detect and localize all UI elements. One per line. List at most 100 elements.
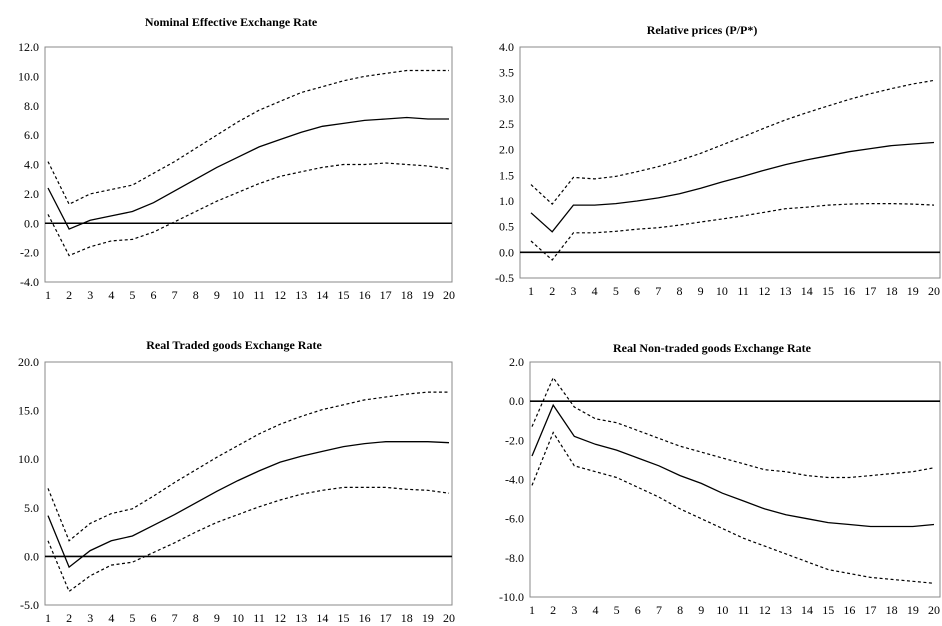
x-tick-label: 12 bbox=[274, 288, 286, 302]
x-tick-label: 4 bbox=[108, 288, 114, 302]
x-tick-label: 19 bbox=[422, 611, 434, 625]
x-tick-label: 2 bbox=[66, 288, 72, 302]
x-tick-label: 20 bbox=[443, 611, 455, 625]
y-tick-label: 4.0 bbox=[499, 40, 514, 54]
x-tick-label: 15 bbox=[822, 603, 834, 617]
x-tick-label: 6 bbox=[151, 288, 157, 302]
x-tick-label: 5 bbox=[129, 288, 135, 302]
x-tick-label: 8 bbox=[677, 603, 683, 617]
x-tick-label: 9 bbox=[214, 611, 220, 625]
y-tick-label: 4.0 bbox=[24, 158, 39, 172]
x-tick-label: 4 bbox=[592, 284, 598, 298]
x-tick-label: 1 bbox=[528, 284, 534, 298]
y-tick-label: 0.0 bbox=[509, 394, 524, 408]
x-tick-label: 14 bbox=[316, 288, 328, 302]
chart-panel-real-non-traded-goods-exchange-rate: Real Non-traded goods Exchange Rate -10.… bbox=[499, 341, 941, 617]
x-tick-label: 5 bbox=[129, 611, 135, 625]
x-tick-label: 7 bbox=[656, 603, 662, 617]
x-tick-label: 8 bbox=[676, 284, 682, 298]
chart-panel-relative-prices: Relative prices (P/P*) -0.5 0.0 0.5 1.0 1.5 2… bbox=[495, 23, 941, 298]
x-tick-label: 4 bbox=[108, 611, 114, 625]
x-tick-label: 2 bbox=[549, 284, 555, 298]
series-lines bbox=[530, 79, 935, 261]
y-tick-label: 6.0 bbox=[24, 128, 39, 142]
x-tick-label: 1 bbox=[45, 611, 51, 625]
x-tick-label: 11 bbox=[253, 611, 265, 625]
x-tick-label: 11 bbox=[253, 288, 265, 302]
x-tick-label: 8 bbox=[193, 288, 199, 302]
series-lines bbox=[47, 69, 450, 257]
x-tick-label: 7 bbox=[655, 284, 661, 298]
y-tick-label: 10.0 bbox=[18, 452, 39, 466]
y-tick-label: -4.0 bbox=[20, 275, 39, 289]
y-tick-label: 8.0 bbox=[24, 99, 39, 113]
y-tick-label: -6.0 bbox=[505, 512, 524, 526]
y-tick-label: -2.0 bbox=[20, 246, 39, 260]
x-tick-label: 18 bbox=[886, 284, 898, 298]
y-tick-label: 12.0 bbox=[18, 40, 39, 54]
x-tick-label: 10 bbox=[716, 284, 728, 298]
x-tick-label: 16 bbox=[359, 288, 371, 302]
x-tick-label: 13 bbox=[295, 611, 307, 625]
x-axis-ticks: 1 2 3 4 5 6 7 8 9 10 11 12 13 14 15 16 17 18 19 20 bbox=[45, 288, 455, 302]
x-tick-label: 20 bbox=[443, 288, 455, 302]
x-tick-label: 15 bbox=[822, 284, 834, 298]
x-tick-label: 14 bbox=[801, 284, 813, 298]
series-line-estimate bbox=[531, 403, 935, 528]
x-tick-label: 7 bbox=[172, 611, 178, 625]
y-tick-label: 2.5 bbox=[499, 117, 514, 131]
y-tick-label: 3.5 bbox=[499, 66, 514, 80]
y-tick-label: -0.5 bbox=[495, 271, 514, 285]
x-tick-label: 10 bbox=[716, 603, 728, 617]
chart-panel-real-traded-goods-exchange-rate: Real Traded goods Exchange Rate -5.0 0.0 5… bbox=[18, 338, 455, 625]
x-axis-ticks: 1 2 3 4 5 6 7 8 9 10 11 12 13 14 15 16 17 18 19 20 bbox=[45, 611, 455, 625]
x-tick-label: 19 bbox=[907, 603, 919, 617]
y-tick-label: 0.0 bbox=[24, 549, 39, 563]
x-tick-label: 6 bbox=[634, 284, 640, 298]
x-tick-label: 11 bbox=[737, 284, 749, 298]
y-tick-label: 2.0 bbox=[509, 355, 524, 369]
x-tick-label: 18 bbox=[401, 611, 413, 625]
x-tick-label: 3 bbox=[571, 603, 577, 617]
x-tick-label: 3 bbox=[87, 611, 93, 625]
chart-panel-nominal-effective-exchange-rate: Nominal Effective Exchange Rate -4.0 -2.0… bbox=[18, 15, 455, 302]
x-tick-label: 8 bbox=[193, 611, 199, 625]
x-tick-label: 17 bbox=[380, 288, 392, 302]
x-tick-label: 9 bbox=[214, 288, 220, 302]
x-tick-label: 19 bbox=[907, 284, 919, 298]
series-line-estimate bbox=[530, 141, 935, 233]
x-tick-label: 10 bbox=[232, 288, 244, 302]
series-lines bbox=[531, 376, 935, 584]
series-line-upper-band bbox=[47, 391, 449, 542]
x-tick-label: 20 bbox=[928, 284, 940, 298]
x-tick-label: 9 bbox=[698, 603, 704, 617]
y-axis-ticks: -5.0 0.0 5.0 10.0 15.0 20.0 bbox=[18, 355, 39, 612]
x-tick-label: 4 bbox=[592, 603, 598, 617]
series-line-upper-band bbox=[47, 69, 449, 206]
x-tick-label: 16 bbox=[843, 603, 855, 617]
y-tick-label: 3.0 bbox=[499, 91, 514, 105]
x-tick-label: 5 bbox=[614, 603, 620, 617]
x-tick-label: 17 bbox=[865, 603, 877, 617]
series-line-lower-band bbox=[531, 431, 935, 584]
series-line-estimate bbox=[47, 441, 450, 569]
x-tick-label: 2 bbox=[550, 603, 556, 617]
y-axis-ticks: -10.0 -8.0 -6.0 -4.0 -2.0 0.0 2.0 bbox=[499, 355, 524, 604]
plot-area-frame bbox=[519, 46, 941, 279]
x-tick-label: 18 bbox=[401, 288, 413, 302]
x-tick-label: 16 bbox=[843, 284, 855, 298]
x-tick-label: 3 bbox=[570, 284, 576, 298]
x-tick-label: 1 bbox=[529, 603, 535, 617]
x-tick-label: 13 bbox=[780, 603, 792, 617]
y-tick-label: 1.0 bbox=[499, 194, 514, 208]
x-tick-label: 12 bbox=[759, 603, 771, 617]
x-tick-label: 12 bbox=[758, 284, 770, 298]
x-axis-ticks: 1 2 3 4 5 6 7 8 9 10 11 12 13 14 15 16 17 18 19 20 bbox=[528, 284, 940, 298]
y-tick-label: 2.0 bbox=[24, 187, 39, 201]
x-tick-label: 9 bbox=[698, 284, 704, 298]
y-tick-label: 20.0 bbox=[18, 355, 39, 369]
x-tick-label: 6 bbox=[635, 603, 641, 617]
x-tick-label: 20 bbox=[928, 603, 940, 617]
y-tick-label: 0.5 bbox=[499, 220, 514, 234]
